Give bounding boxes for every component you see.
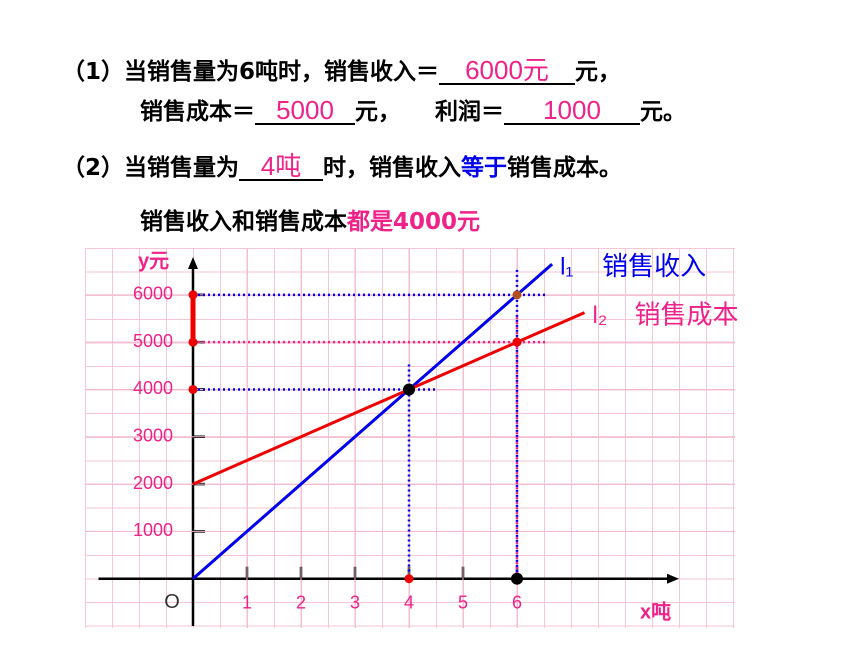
text: 利润＝ [435,99,504,125]
text: 元， [355,99,401,125]
x-axis-arrow [667,573,679,584]
y-tick-label: 2000 [133,473,173,493]
answer: 1000 [504,97,640,125]
y-tick-label: 3000 [133,426,173,446]
legend-entry: 销售成本 [635,299,739,329]
text: 元。 [640,99,686,125]
question-1: （1）当销售量为6吨时，销售收入＝ 6000元 元， [62,52,621,86]
highlight: 等于 [461,155,508,181]
highlight: 都是4000元 [347,209,481,235]
answer: 6000元 [439,57,576,85]
text: 销售成本。 [507,155,623,181]
line-label: l₁ [560,253,573,280]
line-label: l₂ [593,302,608,329]
origin-label: O [164,591,180,613]
text: （1）当销售量为6吨时，销售收入＝ [62,59,440,85]
question-1-line-2: 销售成本＝ 5000 元， 利润＝ 1000 元。 [140,92,686,126]
answer: 5000 [255,97,355,125]
y-axis-arrow [188,257,198,269]
series-line [192,262,554,580]
point [512,337,522,347]
point [511,572,523,585]
y-tick-label: 6000 [133,284,173,304]
y-tick-label: 1000 [133,520,173,540]
text: 销售成本＝ [140,99,255,125]
text: 时，销售收入 [323,155,462,181]
x-tick-label: 1 [242,592,252,612]
y-tick-label: 5000 [133,331,173,351]
series-line [192,311,586,486]
point [188,384,198,394]
x-axis-label: x吨 [640,599,671,623]
point [188,290,198,300]
y-tick-label: 4000 [133,378,173,398]
point [512,290,522,300]
x-tick-label: 4 [404,592,414,612]
text: （2）当销售量为 [62,155,240,181]
question-2: （2）当销售量为 4吨 时，销售收入等于销售成本。 [62,148,622,182]
x-tick-label: 2 [296,592,306,612]
legend-entry: 销售收入 [602,251,706,281]
point [404,574,414,584]
point [403,383,415,396]
y-axis-label: y元 [138,250,169,272]
x-tick-label: 6 [512,592,522,612]
text: 销售收入和销售成本 [140,209,347,235]
note: 销售收入和销售成本都是4000元 [140,202,480,236]
point [188,337,198,347]
answer: 4吨 [239,153,324,181]
x-tick-label: 3 [350,592,360,612]
text: 元， [575,59,622,85]
x-tick-label: 5 [458,592,468,612]
